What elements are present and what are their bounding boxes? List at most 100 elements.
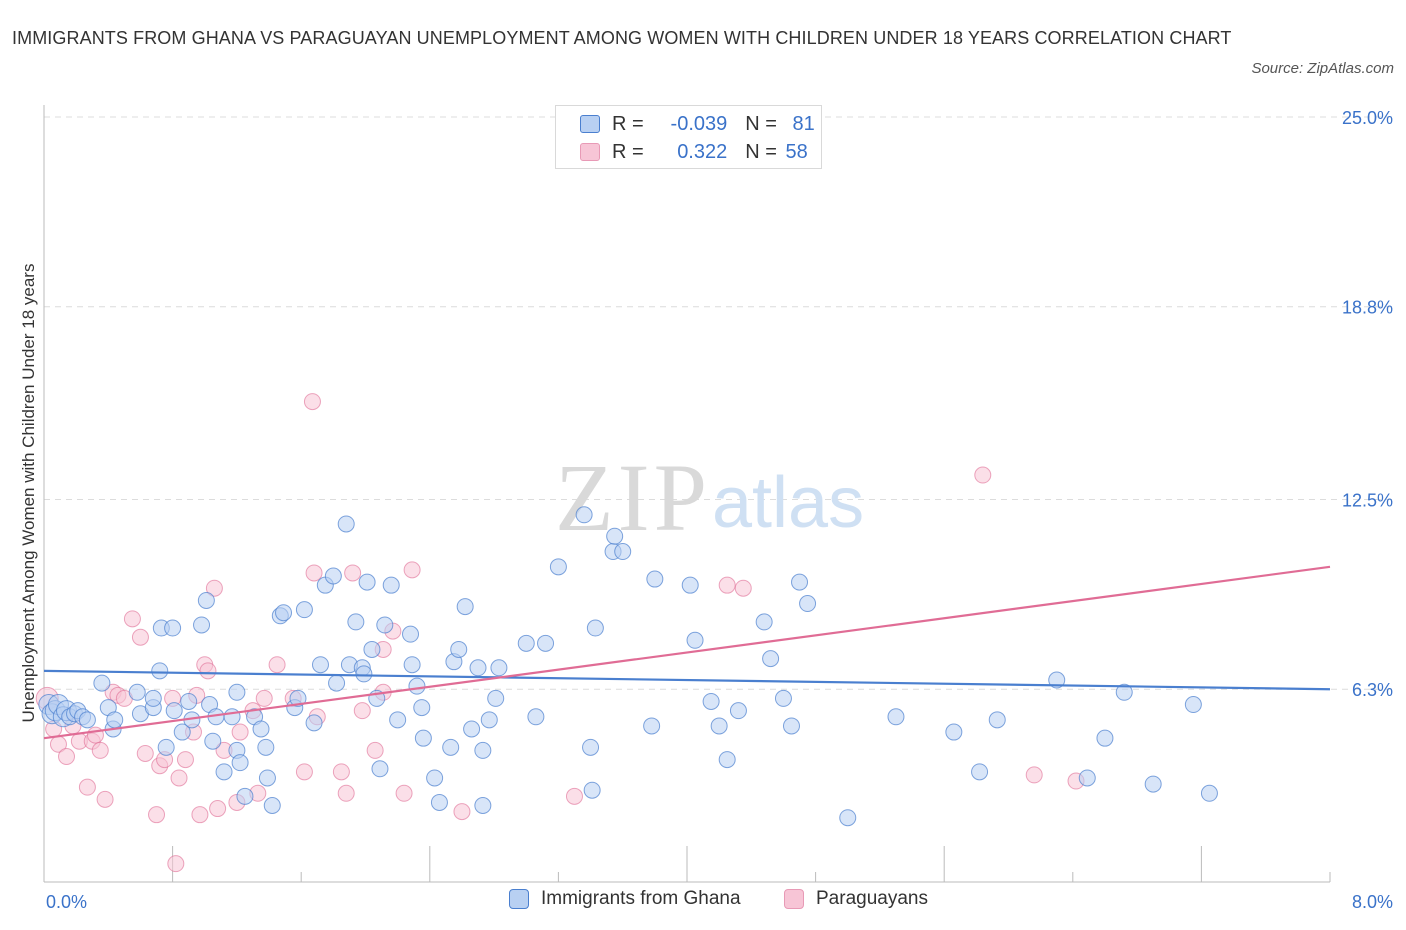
data-point-ghana [305,714,323,732]
data-point-ghana [643,717,661,735]
y-tick-label: 12.5% [1342,491,1393,511]
data-point-paraguayans [305,564,323,582]
y-tick-label: 25.0% [1342,108,1393,128]
data-point-paraguayans [353,702,371,720]
data-point-ghana [782,717,800,735]
data-point-ghana [128,683,146,701]
series-ghana [38,506,1218,827]
data-point-ghana [971,763,989,781]
data-point-ghana [371,760,389,778]
data-point-ghana [442,738,460,756]
source-label: Source: ZipAtlas.com [1251,60,1394,77]
legend-r-value: -0.039 [670,112,728,135]
y-tick-label: 18.8% [1342,298,1393,318]
data-point-ghana [347,613,365,631]
data-point-ghana [382,576,400,594]
data-point-ghana [583,781,601,799]
data-point-ghana [474,741,492,759]
data-point-ghana [363,640,381,658]
legend-n-value: 81 [792,112,815,135]
legend-label-ghana: Immigrants from Ghana [541,888,741,909]
data-point-ghana [988,711,1006,729]
data-point-ghana [355,665,373,683]
data-point-ghana [389,711,407,729]
trend-lines [43,565,1331,740]
y-axis-label: Unemployment Among Women with Children U… [19,264,38,723]
data-point-ghana [1115,683,1133,701]
data-point-ghana [729,702,747,720]
data-point-paraguayans [395,784,413,802]
data-point-paraguayans [565,787,583,805]
data-point-ghana [575,506,593,524]
data-point-ghana [402,625,420,643]
data-point-paraguayans [366,741,384,759]
chart-title: IMMIGRANTS FROM GHANA VS PARAGUAYAN UNEM… [12,28,1232,48]
data-point-paraguayans [718,576,736,594]
data-point-ghana [1078,769,1096,787]
tick-labels: 6.3% 12.5% 18.8% 25.0% 0.0% 8.0% [46,108,1393,912]
data-point-ghana [223,708,241,726]
data-point-paraguayans [295,763,313,781]
legend-row-ghana: R = -0.039 N = 81 [580,111,815,137]
data-point-paraguayans [167,855,185,873]
data-point-ghana [236,787,254,805]
data-point-paraguayans [191,806,209,824]
data-point-paraguayans [1025,766,1043,784]
data-point-ghana [586,619,604,637]
legend-n-label: N = [745,112,783,135]
data-point-ghana [78,711,96,729]
data-point-ghana [257,738,275,756]
data-point-ghana [1184,696,1202,714]
data-point-ghana [887,708,905,726]
data-point-ghana [228,683,246,701]
data-point-ghana [646,570,664,588]
data-point-ghana [328,674,346,692]
legend-r-value: 0.322 [677,140,728,163]
data-point-ghana [324,567,342,585]
legend-label-paraguayans: Paraguayans [816,888,928,909]
data-point-ghana [537,634,555,652]
watermark: ZIP atlas [555,444,864,551]
legend-r-label: R = [612,112,650,135]
data-point-ghana [839,809,857,827]
x-tick-label: 0.0% [46,892,87,912]
data-point-paraguayans [131,628,149,646]
data-point-ghana [180,692,198,710]
data-point-ghana [549,558,567,576]
legend-row-paraguayans: R = 0.322 N = 58 [580,139,808,165]
data-point-ghana [463,720,481,738]
data-point-ghana [413,699,431,717]
legend-n-label: N = [745,140,783,163]
data-point-ghana [614,543,632,561]
data-point-ghana [799,595,817,613]
data-point-paraguayans [205,579,223,597]
data-point-ghana [710,717,728,735]
legend-item-ghana: Immigrants from Ghana [509,888,741,910]
data-point-ghana [456,598,474,616]
data-point-ghana [204,732,222,750]
data-point-ghana [474,797,492,814]
data-point-ghana [490,659,508,677]
legend-swatch-blue [580,115,600,133]
data-point-ghana [275,604,293,622]
data-point-ghana [231,754,249,772]
data-point-paraguayans [453,803,471,821]
data-point-paraguayans [255,689,273,707]
data-point-paraguayans [136,744,154,762]
data-point-ghana [93,674,111,692]
data-point-ghana [774,689,792,707]
grid-lines [44,116,1395,690]
data-point-ghana [1048,671,1066,689]
correlation-legend: R = -0.039 N = 81 R = 0.322 N = 58 [555,105,822,169]
trend-line-ghana [43,669,1331,691]
legend-item-paraguayans: Paraguayans [784,888,928,910]
data-point-paraguayans [403,561,421,579]
data-point-ghana [1096,729,1114,747]
data-point-ghana [403,656,421,674]
data-point-ghana [480,711,498,729]
data-point-ghana [337,515,355,533]
data-point-paraguayans [231,723,249,741]
x-tick-label: 8.0% [1352,892,1393,912]
data-point-ghana [358,573,376,591]
data-point-ghana [295,601,313,619]
